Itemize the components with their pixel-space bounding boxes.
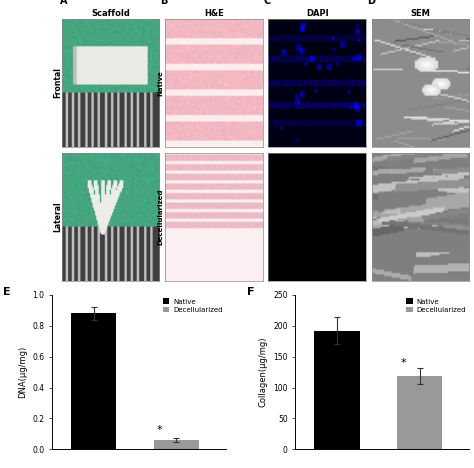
Text: E: E — [3, 287, 11, 297]
Y-axis label: Lateral: Lateral — [53, 202, 62, 232]
Text: *: * — [157, 424, 163, 435]
Title: SEM: SEM — [410, 9, 430, 18]
Title: Scaffold: Scaffold — [91, 9, 130, 18]
Y-axis label: Frontal: Frontal — [53, 67, 62, 98]
Title: DAPI: DAPI — [306, 9, 328, 18]
Title: H&E: H&E — [204, 9, 224, 18]
Y-axis label: DNA(μg/mg): DNA(μg/mg) — [18, 346, 27, 398]
Text: A: A — [60, 0, 67, 6]
Y-axis label: Decellularized: Decellularized — [158, 189, 164, 245]
Bar — [314, 331, 360, 449]
Text: D: D — [367, 0, 375, 6]
Bar — [154, 440, 199, 449]
Bar — [397, 376, 442, 449]
Text: C: C — [264, 0, 271, 6]
Y-axis label: Collagen(μg/mg): Collagen(μg/mg) — [259, 337, 268, 407]
Bar — [71, 314, 116, 449]
Text: B: B — [160, 0, 167, 6]
Text: *: * — [400, 358, 406, 368]
Legend: Native, Decellularized: Native, Decellularized — [406, 298, 466, 313]
Y-axis label: Native: Native — [158, 70, 164, 95]
Text: F: F — [247, 287, 254, 297]
Legend: Native, Decellularized: Native, Decellularized — [163, 298, 222, 313]
